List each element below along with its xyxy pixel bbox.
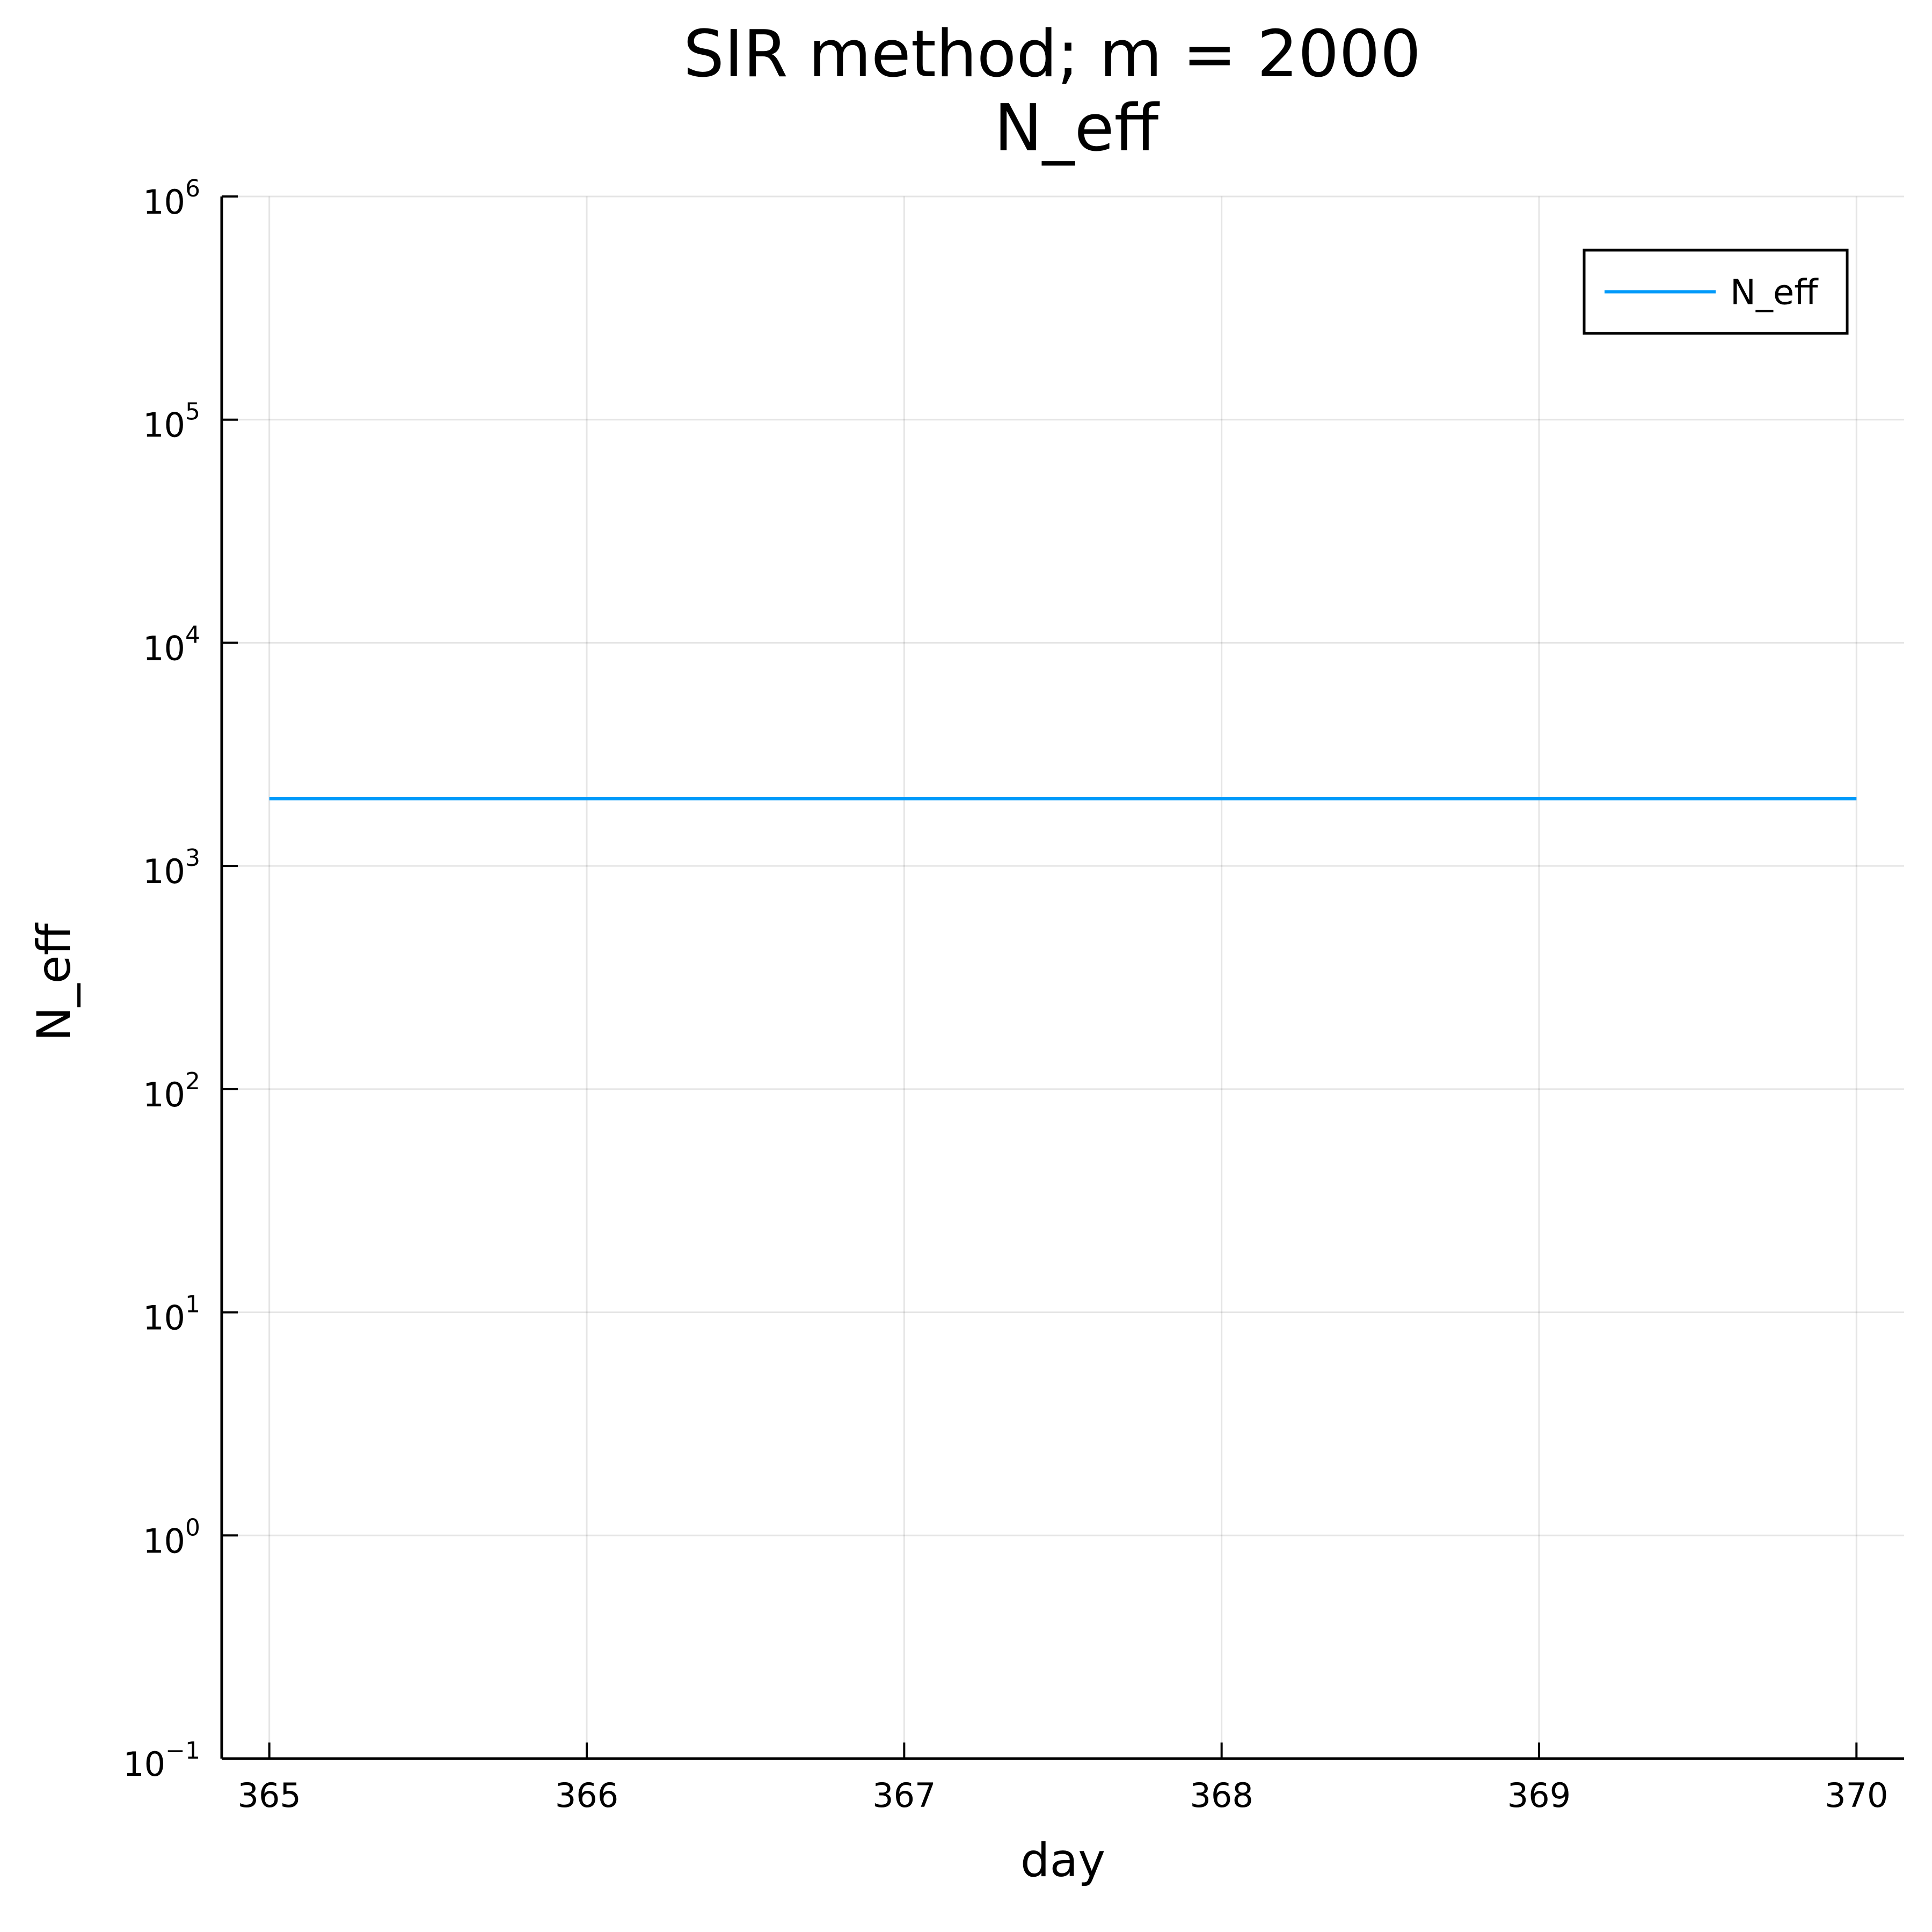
chart-subtitle: N_eff xyxy=(994,91,1160,166)
x-tick-label: 367 xyxy=(872,1776,936,1815)
x-ticks: 365 366 367 368 369 370 xyxy=(238,1743,1888,1815)
legend: N_eff xyxy=(1583,249,1849,335)
y-tick-label: 101 xyxy=(143,1291,200,1338)
x-tick-label: 365 xyxy=(238,1776,301,1815)
y-tick-label: 105 xyxy=(143,398,200,445)
x-tick-label: 368 xyxy=(1190,1776,1253,1815)
grid xyxy=(222,195,1904,1759)
y-tick-label: 10−1 xyxy=(123,1737,200,1784)
x-tick-label: 369 xyxy=(1507,1776,1571,1815)
chart-title: SIR method; m = 2000 xyxy=(683,17,1421,92)
x-tick-label: 370 xyxy=(1825,1776,1888,1815)
y-ticks: 10−1 100 101 102 103 104 105 106 xyxy=(123,175,238,1784)
y-tick-label: 103 xyxy=(143,844,200,891)
legend-label: N_eff xyxy=(1730,273,1819,313)
y-tick-label: 104 xyxy=(143,621,200,668)
y-axis-label: N_eff xyxy=(27,923,81,1041)
axes xyxy=(220,196,1904,1760)
y-tick-label: 106 xyxy=(143,175,200,222)
x-tick-label: 366 xyxy=(555,1776,618,1815)
x-axis-label: day xyxy=(1020,1834,1105,1887)
y-tick-label: 102 xyxy=(143,1068,200,1114)
y-tick-label: 100 xyxy=(143,1514,200,1561)
